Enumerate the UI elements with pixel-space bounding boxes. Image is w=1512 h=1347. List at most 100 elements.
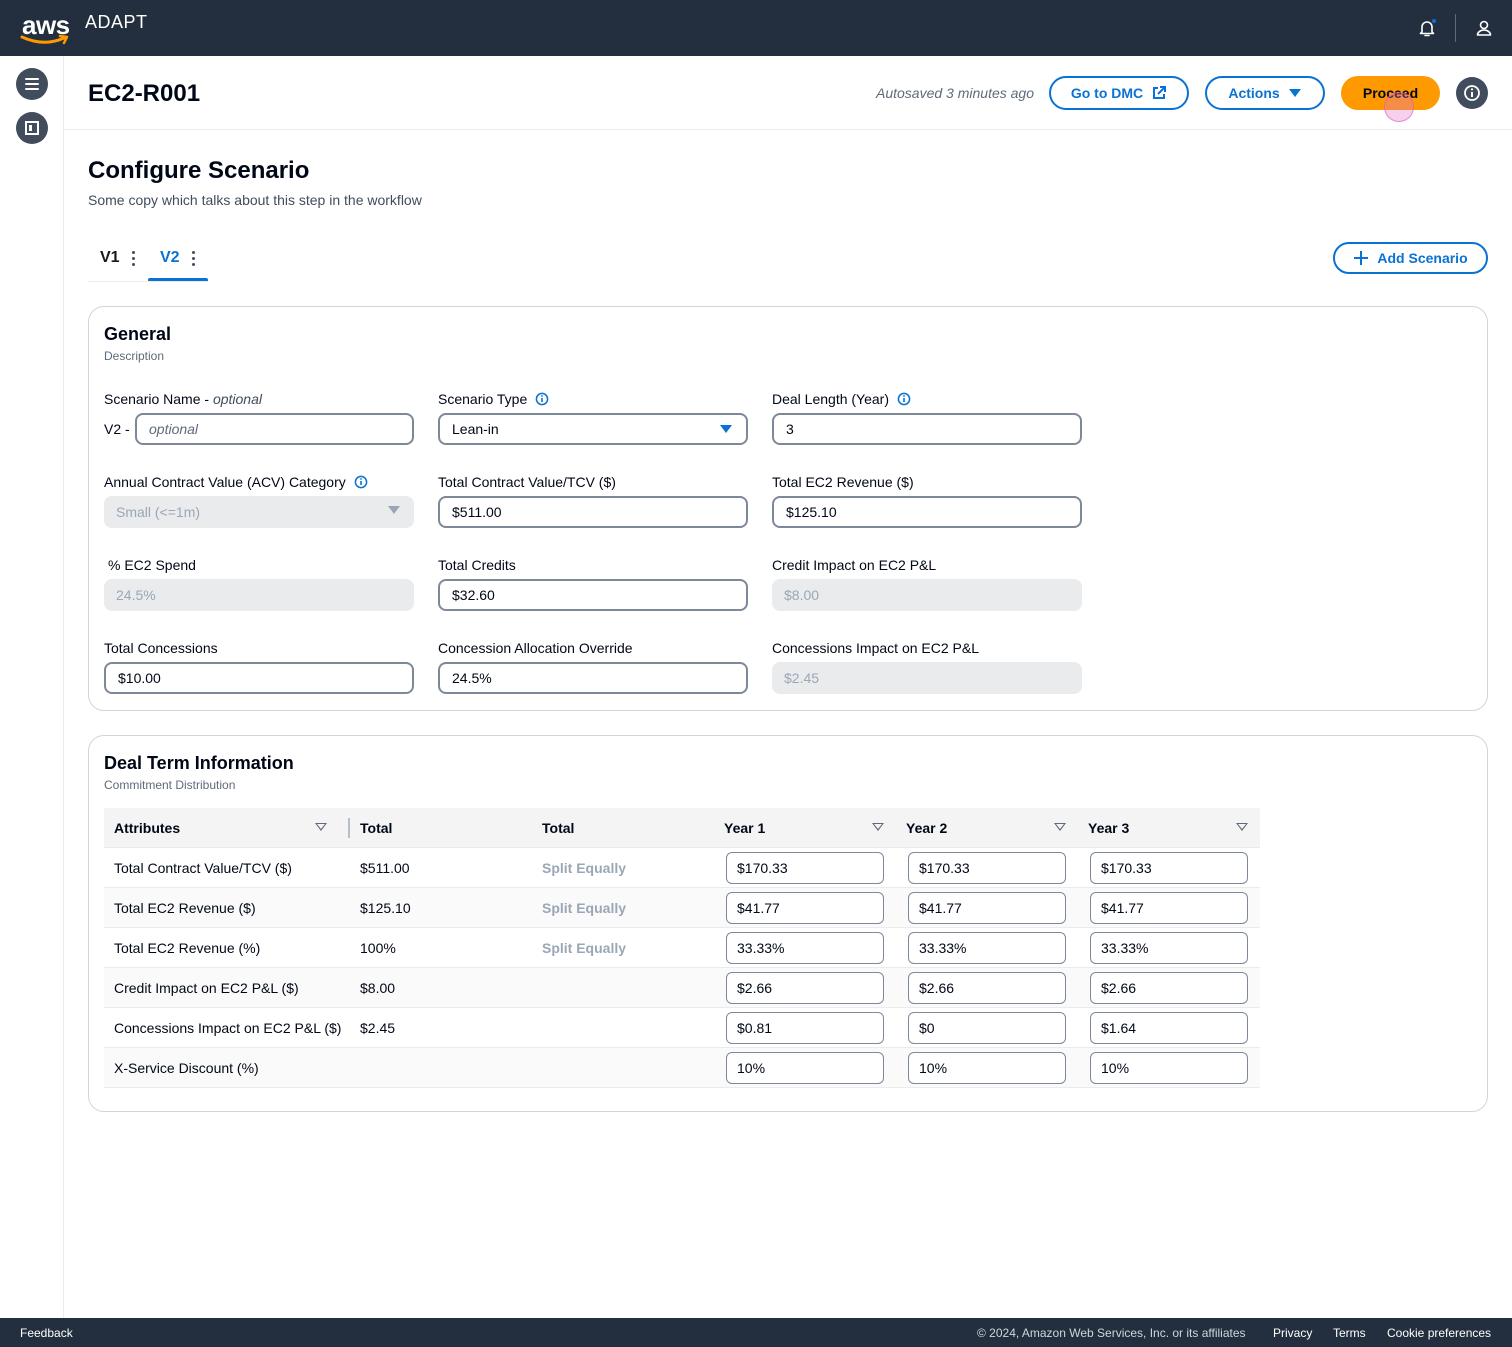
terms-link[interactable]: Terms xyxy=(1333,1326,1366,1340)
column-header-total: Total xyxy=(360,820,393,836)
input-value: 3 xyxy=(786,421,794,437)
tab-v2[interactable]: V2 xyxy=(160,238,195,278)
year-3-input[interactable]: $41.77 xyxy=(1090,892,1248,924)
scenario-name-input[interactable]: optional xyxy=(135,413,414,445)
scenario-type-select[interactable]: Lean-in xyxy=(438,413,748,445)
tcv-input[interactable]: $511.00 xyxy=(438,496,748,528)
field-label: Scenario Type xyxy=(438,389,748,409)
credit-impact-input: $8.00 xyxy=(772,579,1082,611)
scenario-tabs: V1 V2 xyxy=(88,238,208,282)
privacy-link[interactable]: Privacy xyxy=(1273,1326,1313,1340)
info-icon[interactable] xyxy=(897,392,911,406)
split-equally-link[interactable]: Split Equally xyxy=(542,900,627,916)
year-1-input[interactable]: $0.81 xyxy=(726,1012,884,1044)
sort-icon[interactable] xyxy=(872,823,884,831)
menu-button[interactable] xyxy=(16,68,48,100)
year-2-input[interactable]: $170.33 xyxy=(908,852,1066,884)
column-header-year-1[interactable]: Year 1 xyxy=(724,820,766,836)
year-3-input[interactable]: $2.66 xyxy=(1090,972,1248,1004)
row-attribute: Total EC2 Revenue (%) xyxy=(114,940,261,956)
concession-override-input[interactable]: 24.5% xyxy=(438,662,748,694)
card-subtitle: Commitment Distribution xyxy=(104,778,236,792)
sort-icon[interactable] xyxy=(1054,823,1066,831)
column-header-attributes[interactable]: Attributes xyxy=(114,820,181,836)
table-row: Total EC2 Revenue ($) $125.10 Split Equa… xyxy=(104,888,1260,928)
panel-button[interactable] xyxy=(16,112,48,144)
deal-length-field: Deal Length (Year) 3 xyxy=(772,389,1082,445)
notifications-button[interactable] xyxy=(1413,14,1441,42)
add-scenario-button[interactable]: Add Scenario xyxy=(1333,242,1488,274)
row-split xyxy=(542,1008,712,1048)
field-label: Concession Allocation Override xyxy=(438,640,633,656)
select-value: Lean-in xyxy=(452,421,499,437)
ec2-revenue-input[interactable]: $125.10 xyxy=(772,496,1082,528)
year-2-input[interactable]: 10% xyxy=(908,1052,1066,1084)
year-3-input[interactable]: $1.64 xyxy=(1090,1012,1248,1044)
year-1-input[interactable]: $170.33 xyxy=(726,852,884,884)
total-credits-field: Total Credits $32.60 xyxy=(438,555,748,611)
field-label: Total EC2 Revenue ($) xyxy=(772,474,914,490)
add-scenario-label: Add Scenario xyxy=(1377,250,1468,266)
year-2-input[interactable]: $0 xyxy=(908,1012,1066,1044)
aws-logo[interactable]: aws xyxy=(20,10,72,46)
total-credits-input[interactable]: $32.60 xyxy=(438,579,748,611)
split-equally-link[interactable]: Split Equally xyxy=(542,860,627,876)
column-header-year-2[interactable]: Year 2 xyxy=(906,820,948,836)
scenario-type-field: Scenario Type Lean-in xyxy=(438,389,748,445)
sort-icon[interactable] xyxy=(315,823,327,831)
actions-dropdown[interactable]: Actions xyxy=(1205,76,1325,110)
tab-v1[interactable]: V1 xyxy=(100,238,135,278)
column-header-year-3[interactable]: Year 3 xyxy=(1088,820,1130,836)
info-icon[interactable] xyxy=(535,392,549,406)
cookie-preferences-link[interactable]: Cookie preferences xyxy=(1387,1326,1492,1340)
table-row: Total Contract Value/TCV ($) $511.00 Spl… xyxy=(104,848,1260,888)
year-3-input[interactable]: $170.33 xyxy=(1090,852,1248,884)
kebab-menu-icon[interactable] xyxy=(131,250,135,266)
year-2-input[interactable]: $2.66 xyxy=(908,972,1066,1004)
row-attribute: Credit Impact on EC2 P&L ($) xyxy=(114,980,299,996)
year-1-input[interactable]: 10% xyxy=(726,1052,884,1084)
tab-label: V1 xyxy=(100,249,120,266)
row-total: $125.10 xyxy=(360,900,411,916)
profile-button[interactable] xyxy=(1470,14,1498,42)
info-button[interactable] xyxy=(1456,77,1488,109)
plus-icon xyxy=(1354,251,1369,265)
info-icon[interactable] xyxy=(354,475,368,489)
sort-icon[interactable] xyxy=(1236,823,1248,831)
field-label: Scenario Name - optional xyxy=(104,391,262,407)
input-value: $8.00 xyxy=(784,587,820,603)
acv-category-select: Small (<=1m) xyxy=(104,496,414,528)
concessions-impact-field: Concessions Impact on EC2 P&L $2.45 xyxy=(772,638,1082,694)
year-1-input[interactable]: 33.33% xyxy=(726,932,884,964)
table-row: Concessions Impact on EC2 P&L ($) $2.45 … xyxy=(104,1008,1260,1048)
credit-impact-field: Credit Impact on EC2 P&L $8.00 xyxy=(772,555,1082,611)
year-3-input[interactable]: 33.33% xyxy=(1090,932,1248,964)
deal-term-card: Deal Term Information Commitment Distrib… xyxy=(88,735,1488,1112)
deal-length-input[interactable]: 3 xyxy=(772,413,1082,445)
go-to-dmc-button[interactable]: Go to DMC xyxy=(1049,76,1189,110)
row-total xyxy=(360,1048,530,1088)
feedback-link[interactable]: Feedback xyxy=(20,1326,73,1340)
menu-icon xyxy=(25,78,39,90)
year-1-input[interactable]: $41.77 xyxy=(726,892,884,924)
caret-down-icon xyxy=(388,506,400,514)
year-2-input[interactable]: $41.77 xyxy=(908,892,1066,924)
side-rail xyxy=(0,56,64,1318)
field-label: Concessions Impact on EC2 P&L xyxy=(772,640,979,656)
year-3-input[interactable]: 10% xyxy=(1090,1052,1248,1084)
general-card: General Description Scenario Name - opti… xyxy=(88,306,1488,711)
field-label: Deal Length (Year) xyxy=(772,389,1082,409)
row-total: $511.00 xyxy=(360,860,410,876)
placeholder-text: optional xyxy=(149,421,199,437)
year-2-input[interactable]: 33.33% xyxy=(908,932,1066,964)
tcv-field: Total Contract Value/TCV ($) $511.00 xyxy=(438,472,748,528)
split-equally-link[interactable]: Split Equally xyxy=(542,940,627,956)
kebab-menu-icon[interactable] xyxy=(191,250,195,266)
top-navigation: aws ADAPT xyxy=(0,0,1512,56)
input-value: 24.5% xyxy=(452,670,492,686)
column-resizer[interactable] xyxy=(348,818,350,838)
active-tab-indicator xyxy=(148,278,208,282)
year-1-input[interactable]: $2.66 xyxy=(726,972,884,1004)
divider xyxy=(1455,14,1456,42)
total-concessions-input[interactable]: $10.00 xyxy=(104,662,414,694)
